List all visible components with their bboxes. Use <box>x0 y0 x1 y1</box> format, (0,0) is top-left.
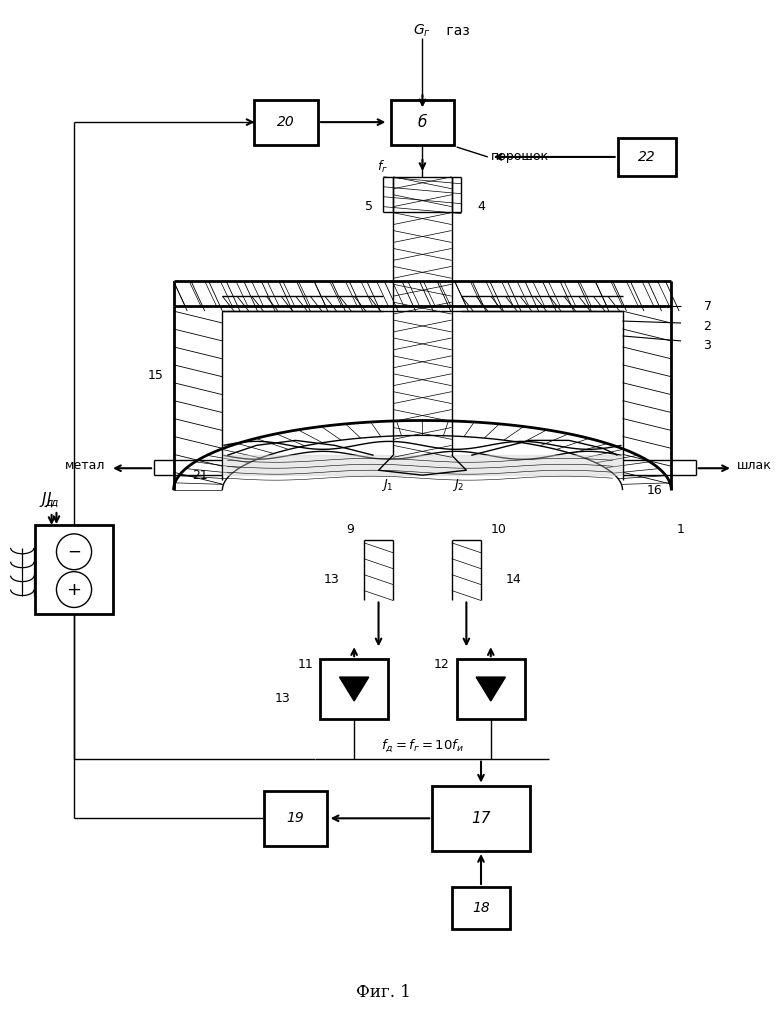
Text: 21: 21 <box>192 469 207 482</box>
Text: $J_2$: $J_2$ <box>452 477 464 493</box>
Polygon shape <box>339 677 369 701</box>
Text: 10: 10 <box>491 524 507 536</box>
Text: 13: 13 <box>275 692 291 706</box>
Text: 14: 14 <box>505 573 521 586</box>
Text: б: б <box>418 114 427 130</box>
Text: $f_г$: $f_г$ <box>378 159 388 175</box>
Bar <box>254 100 317 145</box>
Bar <box>264 791 328 845</box>
Text: $J_1$: $J_1$ <box>381 477 393 493</box>
Text: порошок: порошок <box>491 150 549 163</box>
Text: 12: 12 <box>434 658 450 671</box>
Text: 22: 22 <box>638 150 656 164</box>
Text: $G_г$: $G_г$ <box>413 22 431 39</box>
Polygon shape <box>476 677 505 701</box>
Bar <box>320 660 388 719</box>
Text: 7: 7 <box>704 299 711 312</box>
Text: 9: 9 <box>346 524 354 536</box>
Text: $J_д$: $J_д$ <box>44 490 59 510</box>
Text: +: + <box>66 581 82 598</box>
Text: 11: 11 <box>297 658 314 671</box>
Bar <box>35 525 113 615</box>
Bar <box>618 138 676 176</box>
Text: −: − <box>67 543 81 561</box>
Text: 3: 3 <box>704 339 711 352</box>
Text: 2: 2 <box>704 320 711 333</box>
Text: 17: 17 <box>471 811 491 826</box>
Text: 19: 19 <box>287 812 304 825</box>
Bar <box>456 660 525 719</box>
Text: 15: 15 <box>148 370 164 382</box>
Text: $f_д = f_г = 10 f_и$: $f_д = f_г = 10 f_и$ <box>381 737 464 753</box>
Text: 4: 4 <box>477 200 485 213</box>
Text: 1: 1 <box>676 524 684 536</box>
Text: 13: 13 <box>324 573 339 586</box>
Text: Фиг. 1: Фиг. 1 <box>356 984 411 1001</box>
Bar <box>432 786 530 850</box>
Text: 16: 16 <box>647 484 663 496</box>
Bar <box>452 887 510 929</box>
Text: $J_д$: $J_д$ <box>39 490 55 510</box>
Text: 18: 18 <box>472 901 490 915</box>
Text: 20: 20 <box>277 115 295 129</box>
Bar <box>391 100 454 145</box>
Text: шлак: шлак <box>737 458 771 472</box>
Text: газ: газ <box>442 23 470 38</box>
Text: метал: метал <box>65 458 105 472</box>
Text: 5: 5 <box>365 200 373 213</box>
